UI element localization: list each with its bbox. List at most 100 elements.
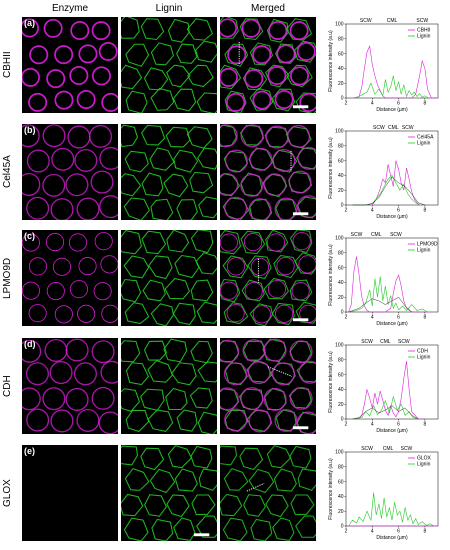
panel-letter-d: (d) <box>24 339 36 349</box>
cell-wall <box>166 64 191 88</box>
enzyme-ring <box>28 257 48 276</box>
enzyme-ring <box>26 408 50 432</box>
panel-letter-b: (b) <box>24 125 36 135</box>
cell-wall <box>165 126 191 148</box>
panel-letter-e: (e) <box>24 446 35 456</box>
legend-label: LPMO9D <box>417 242 438 248</box>
enzyme-ring <box>100 360 118 384</box>
cell-wall <box>121 17 140 39</box>
cell-wall <box>163 338 188 363</box>
y-axis-title: Fluorescence intensity (a.u) <box>328 137 334 199</box>
enzyme-ring <box>241 18 261 38</box>
cell-wall <box>269 362 296 386</box>
cell-wall <box>239 447 264 471</box>
chart-svg: 0 20 40 60 80 100 2 4 6 8 Distance (µm) Fluorescenc… <box>328 232 439 327</box>
row-label-b: Cel45A <box>2 155 13 189</box>
cell-wall <box>239 18 264 41</box>
cell-wall <box>150 198 174 220</box>
series-line-lignin <box>348 276 428 313</box>
cell-wall <box>248 468 275 494</box>
cell-wall <box>173 149 199 173</box>
y-tick-label: 80 <box>338 251 344 257</box>
cell-wall <box>151 518 174 541</box>
profile-chart-c: 0 20 40 60 80 100 2 4 6 8 Distance (µm) Fluorescenc… <box>322 226 442 330</box>
cell-wall <box>294 40 316 63</box>
cell-wall <box>144 494 168 517</box>
y-tick-label: 100 <box>335 129 344 135</box>
micrograph-svg <box>121 230 217 326</box>
cell-wall <box>220 445 238 466</box>
micrograph-lignin-e <box>121 445 217 541</box>
cell-wall <box>147 409 174 432</box>
enzyme-ring <box>249 147 273 171</box>
enzyme-ring <box>69 65 89 85</box>
cell-wall <box>123 197 151 220</box>
x-tick-label: 6 <box>397 529 400 535</box>
legend-label: CDH <box>417 349 428 355</box>
enzyme-ring <box>68 233 88 252</box>
row-label-c: LPMO9D <box>2 257 13 299</box>
cell-wall <box>222 517 248 541</box>
cell-wall <box>196 92 217 113</box>
cell-wall <box>172 302 196 326</box>
enzyme-ring <box>275 304 294 323</box>
x-tick-label: 6 <box>397 208 400 214</box>
cell-wall <box>121 230 143 255</box>
enzyme-ring <box>226 257 246 276</box>
cell-wall <box>189 171 214 194</box>
enzyme-ring <box>291 282 310 301</box>
enzyme-ring <box>252 45 272 65</box>
enzyme-ring <box>22 172 41 196</box>
enzyme-ring <box>22 67 40 87</box>
cell-wall <box>223 302 249 325</box>
cell-wall <box>121 493 144 517</box>
enzyme-ring <box>226 92 246 112</box>
micrograph-merged-b <box>220 124 316 220</box>
scale-bar <box>292 105 309 109</box>
cell-wall <box>195 252 217 275</box>
enzyme-ring <box>263 387 287 411</box>
cell-wall <box>190 445 213 469</box>
enzyme-ring <box>22 281 40 300</box>
legend-label: Lignin <box>417 141 431 147</box>
y-tick-label: 80 <box>338 37 344 43</box>
y-tick-label: 0 <box>341 417 344 423</box>
cell-wall <box>286 64 313 88</box>
cell-wall <box>220 278 241 303</box>
y-tick-label: 20 <box>338 509 344 515</box>
micrograph-merged-c <box>220 230 316 326</box>
enzyme-ring <box>52 257 72 276</box>
cell-wall <box>186 126 213 149</box>
cell-wall <box>191 494 216 516</box>
cell-wall <box>174 468 198 492</box>
enzyme-ring <box>220 387 239 411</box>
x-tick-label: 6 <box>397 315 400 321</box>
enzyme-ring <box>252 305 271 324</box>
enzyme-ring <box>94 232 113 251</box>
series-line-lignin <box>352 395 419 420</box>
enzyme-ring <box>289 386 313 410</box>
enzyme-ring <box>42 387 66 411</box>
enzyme-ring <box>248 409 272 433</box>
chart-svg: 0 20 40 60 80 100 2 4 6 8 Distance (µm) Fluorescenc… <box>328 125 439 220</box>
enzyme-ring <box>42 124 66 148</box>
enzyme-ring <box>276 257 295 276</box>
enzyme-ring <box>22 339 42 363</box>
cell-wall <box>165 387 188 411</box>
y-tick-label: 0 <box>341 203 344 209</box>
enzyme-ring <box>91 386 115 410</box>
enzyme-ring <box>224 408 248 432</box>
cell-wall <box>249 42 274 66</box>
enzyme-ring <box>248 198 272 220</box>
cell-wall <box>167 18 190 43</box>
enzyme-ring <box>227 45 247 65</box>
cell-wall <box>295 301 316 324</box>
enzyme-ring <box>292 232 311 251</box>
micrograph-svg <box>22 124 118 220</box>
cell-wall <box>220 173 241 197</box>
cell-wall <box>150 42 175 66</box>
x-tick-label: 4 <box>371 208 374 214</box>
cell-wall <box>190 279 214 302</box>
cell-wall <box>220 17 239 39</box>
cell-wall <box>249 87 274 111</box>
